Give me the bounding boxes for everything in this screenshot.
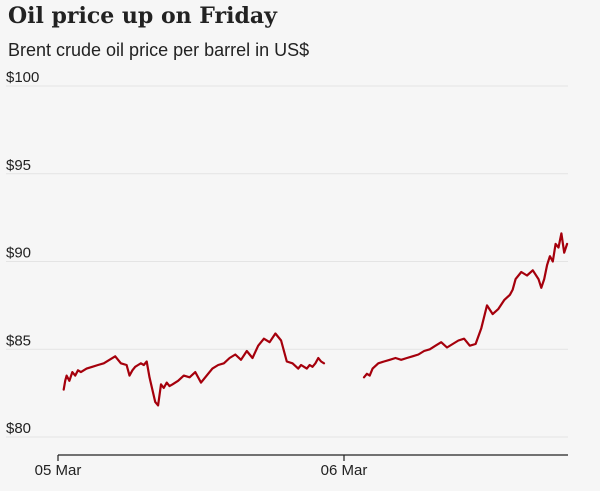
- y-tick-label-90: $90: [6, 245, 31, 262]
- y-tick-label-95: $95: [6, 157, 31, 174]
- y-axis-labels: $100 $95 $90 $85 $80: [6, 69, 39, 437]
- series-lines: [62, 232, 569, 407]
- x-tick-label-2: 06 Mar: [321, 462, 368, 479]
- series-line-1: [62, 332, 326, 407]
- y-tick-label-100: $100: [6, 69, 39, 86]
- chart-subtitle: Brent crude oil price per barrel in US$: [8, 40, 310, 60]
- gridlines: [6, 85, 568, 438]
- series-line-2: [362, 232, 569, 379]
- y-tick-label-80: $80: [6, 420, 31, 437]
- x-tick-label-1: 05 Mar: [35, 462, 82, 479]
- chart-title: Oil price up on Friday: [8, 3, 277, 29]
- x-axis: 05 Mar 06 Mar: [35, 454, 568, 479]
- y-tick-label-85: $85: [6, 332, 31, 349]
